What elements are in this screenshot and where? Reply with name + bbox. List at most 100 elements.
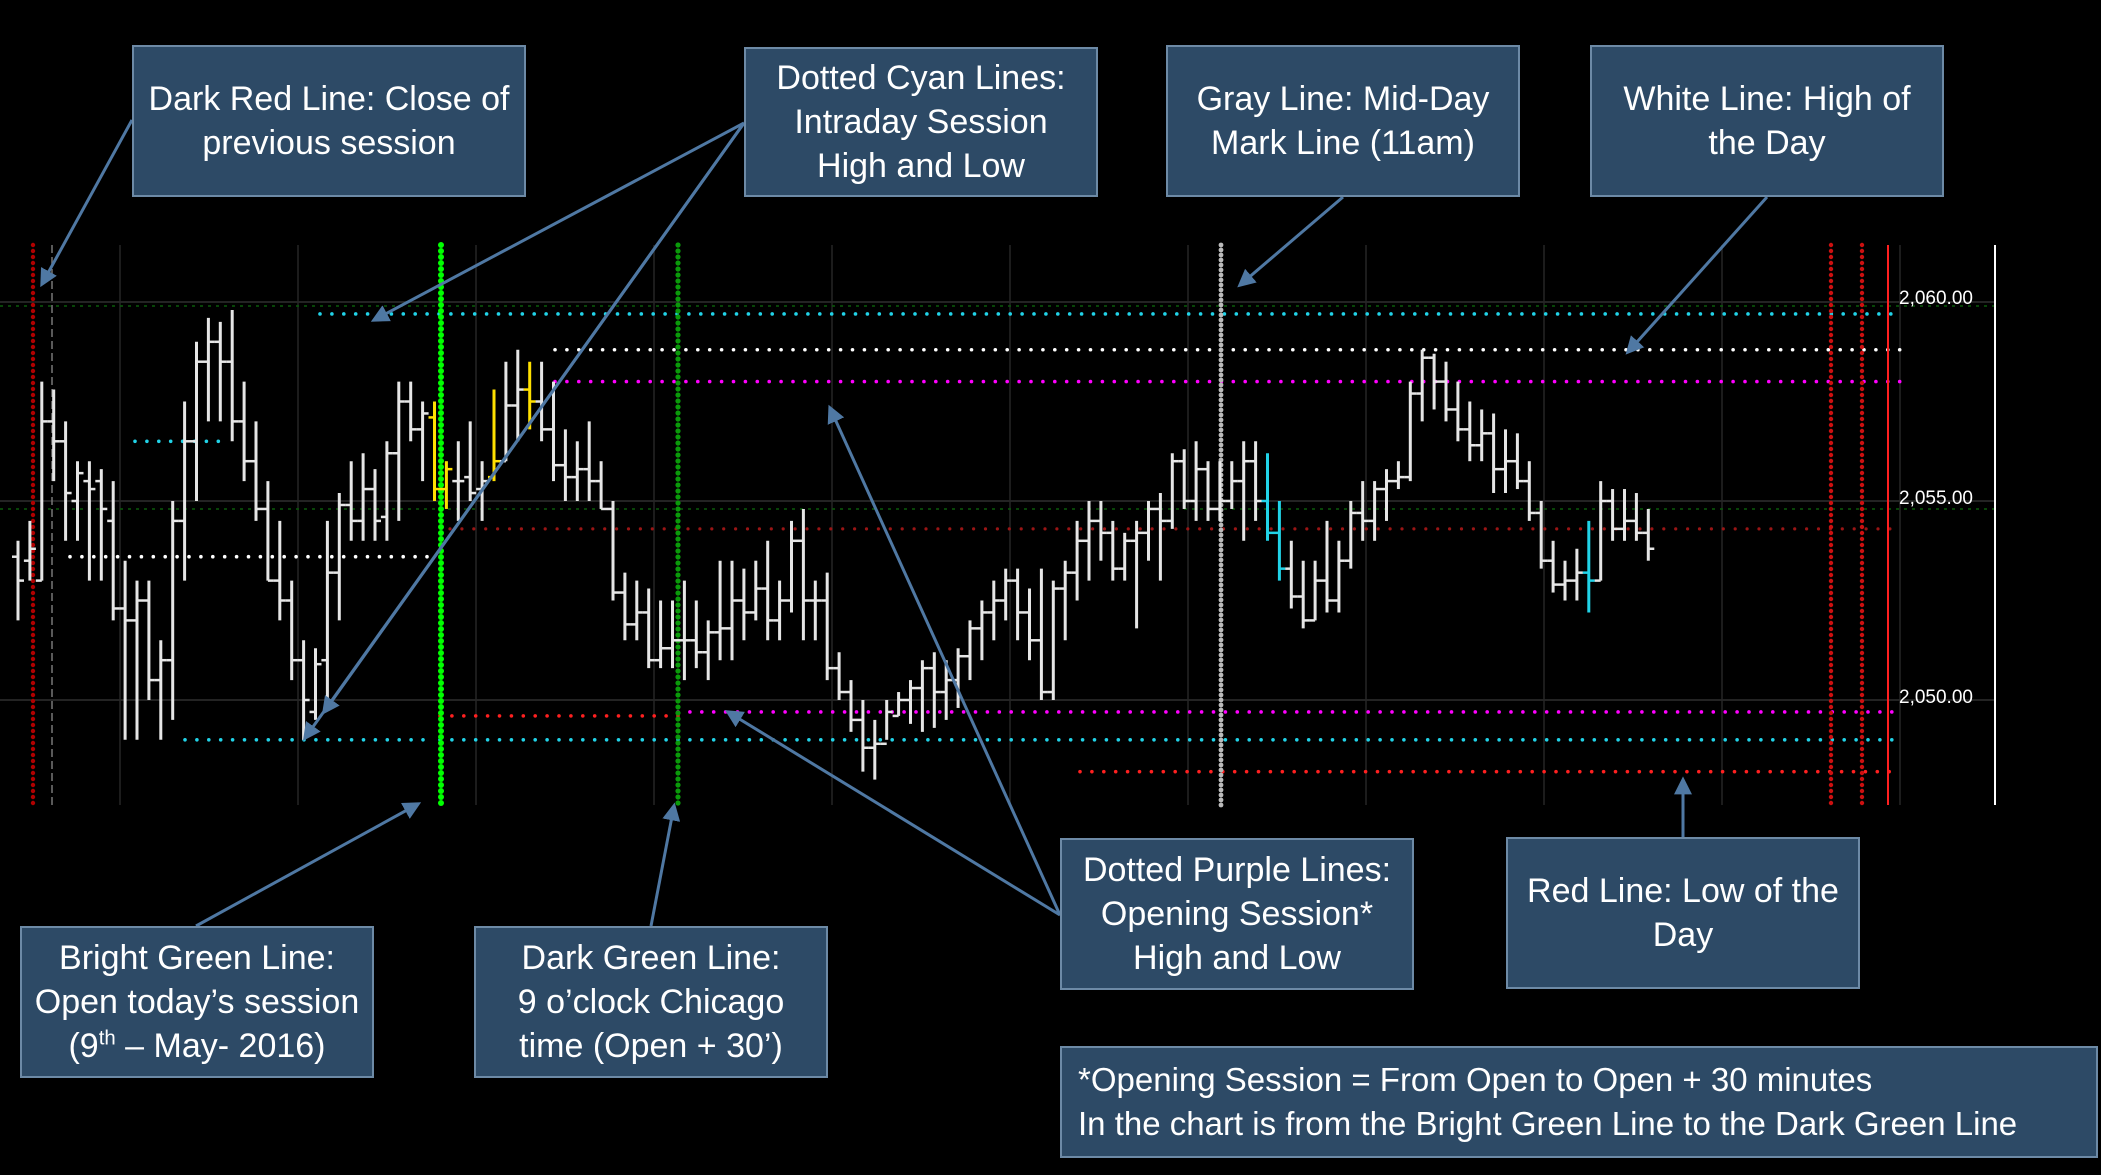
price-bar: [868, 719, 881, 780]
session-high-line-dot: [1781, 312, 1786, 316]
opening-low-line-dot: [1140, 710, 1144, 714]
right-red-line-2-dot: [1859, 254, 1865, 260]
prev-close-line-dot: [1697, 527, 1702, 531]
opening-low-line-dot: [1176, 710, 1180, 714]
prev-level-cyan-low-dot: [361, 738, 366, 742]
prev-close-line-dot: [1567, 527, 1571, 531]
session-low-line-dot: [581, 738, 585, 742]
dark-green-line-dot: [675, 716, 681, 722]
prev-close-line-dot: [1019, 527, 1023, 531]
dark-red-vertical-dot: [30, 650, 36, 656]
day-high-line-dot: [731, 347, 736, 352]
gray-midday-line-dot: [1218, 602, 1224, 608]
dark-green-line-dot: [675, 362, 681, 368]
opening-high-line: [553, 379, 1902, 384]
dark-red-vertical-dot: [30, 458, 36, 464]
session-low-line-dot: [1080, 738, 1085, 742]
dark-red-vertical-dot: [30, 278, 36, 284]
bright-green-line-dot: [438, 464, 444, 470]
gray-midday-line-dot: [1218, 537, 1224, 543]
session-high-line-dot: [1424, 312, 1429, 316]
session-high-line-dot: [1639, 312, 1643, 316]
day-low-line-dot: [1685, 769, 1689, 774]
price-bar: [154, 640, 167, 740]
gray-midday-line-dot: [1218, 352, 1224, 358]
opening-high-line-dot: [1540, 379, 1545, 384]
price-bar: [404, 381, 417, 442]
day-high-line-dot: [1302, 347, 1307, 352]
bright-green-line-dot: [438, 500, 444, 506]
dark-red-vertical-dot: [30, 644, 36, 650]
prev-level-white-dot: [318, 554, 322, 559]
gray-midday-line-dot: [1218, 417, 1224, 423]
price-bar: [1154, 493, 1167, 581]
opening-high-line-dot: [1350, 379, 1355, 384]
right-red-line-1-dot: [1828, 608, 1834, 614]
right-red-line-1-dot: [1828, 452, 1834, 458]
bright-green-line-dot: [438, 374, 444, 380]
gray-midday-line-dot: [1218, 622, 1224, 628]
opening-low-line-dot: [807, 710, 811, 714]
bright-green-line-dot: [438, 752, 444, 758]
day-high-line-dot: [1433, 347, 1438, 352]
day-high-line-dot: [648, 347, 652, 352]
gray-midday-line-dot: [1218, 377, 1224, 383]
session-low-line-dot: [1223, 738, 1228, 742]
prev-level-cyan-low: [183, 738, 425, 742]
price-bar: [1178, 449, 1191, 509]
opening-high-line-dot: [1017, 379, 1021, 384]
dark-red-vertical-dot: [30, 602, 36, 608]
opening-low-line-dot: [1461, 710, 1466, 714]
price-bar: [499, 361, 512, 463]
session-low-line-dot: [521, 738, 526, 742]
right-red-line-2-dot: [1859, 302, 1865, 308]
session-low-line-dot: [1033, 738, 1037, 742]
opening-low-line-dot: [1878, 710, 1882, 714]
opening-high-line-dot: [945, 379, 950, 384]
prev-close-line-dot: [745, 527, 750, 531]
opening-low-line-dot: [1164, 710, 1168, 714]
right-red-line-1-dot: [1828, 488, 1834, 494]
session-low-line-dot: [1782, 738, 1787, 742]
dark-green-line-dot: [675, 536, 681, 542]
opening-high-line-dot: [672, 379, 676, 384]
dark-red-vertical-dot: [30, 788, 36, 794]
right-red-line-1-dot: [1828, 770, 1834, 776]
opening-high-line-dot: [1802, 379, 1807, 384]
dark-green-line-dot: [675, 428, 681, 434]
session-high-line-dot: [1686, 312, 1691, 316]
opening-high-line-dot: [1136, 379, 1140, 384]
opening-low-line-dot: [1211, 710, 1216, 714]
prev-close-line-dot: [1174, 527, 1178, 531]
opening-high-line-dot: [1231, 379, 1236, 384]
dark-red-vertical-dot: [30, 692, 36, 698]
prev-level-cyan-low-dot: [314, 738, 318, 742]
right-red-line-2-dot: [1859, 692, 1865, 698]
day-low-line-dot: [1875, 769, 1880, 774]
day-low-line-dot: [1244, 769, 1249, 774]
session-high-line-dot: [353, 312, 358, 316]
gray-midday-line-dot: [1218, 337, 1224, 343]
session-low-line-dot: [1866, 738, 1870, 742]
day-high-line-dot: [826, 347, 831, 352]
dark-green-line-dot: [675, 590, 681, 596]
red-line-early: [438, 714, 680, 718]
prev-close-line-dot: [1126, 527, 1130, 531]
dark-green-line-dot: [675, 314, 681, 320]
right-red-line-2-dot: [1859, 656, 1865, 662]
prev-close-line-dot: [1412, 527, 1416, 531]
gray-midday-line-dot: [1218, 277, 1224, 283]
prev-level-white-dot: [425, 554, 429, 559]
session-low-line-dot: [819, 738, 823, 742]
session-high-line-dot: [1615, 312, 1619, 316]
session-high-line-dot: [1853, 312, 1857, 316]
day-low-line-dot: [1518, 769, 1523, 774]
bright-green-line-dot: [438, 398, 444, 404]
price-bar: [773, 580, 786, 641]
session-low-line-dot: [1675, 738, 1680, 742]
dark-green-line-dot: [675, 752, 681, 758]
dark-green-line-dot: [675, 614, 681, 620]
gray-midday-line-dot: [1218, 657, 1224, 663]
dark-green-line-dot: [675, 392, 681, 398]
session-low-line-dot: [1556, 738, 1561, 742]
